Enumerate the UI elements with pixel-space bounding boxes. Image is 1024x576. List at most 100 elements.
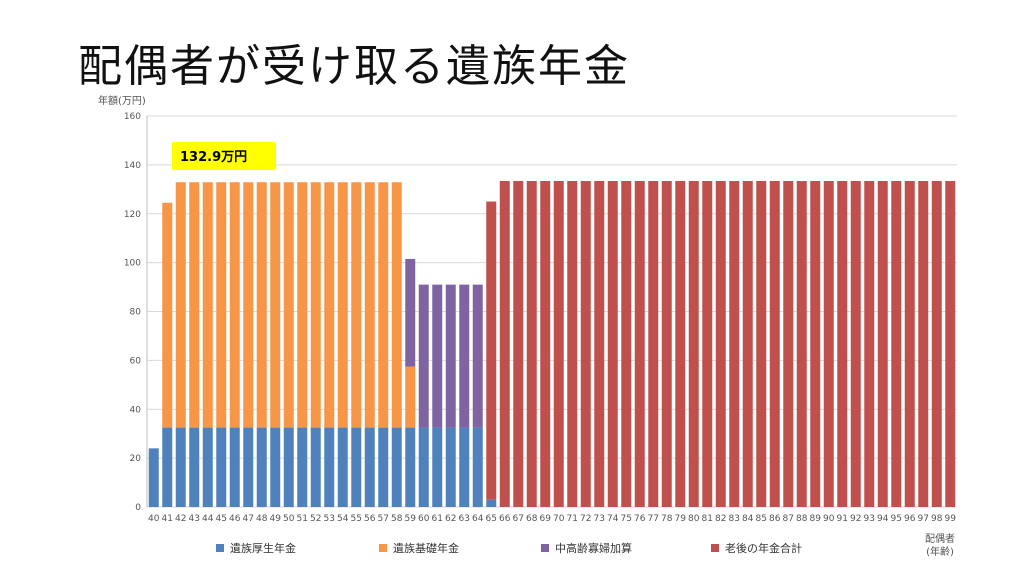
legend-label: 老後の年金合計 xyxy=(725,541,802,555)
bar-segment xyxy=(580,181,591,507)
bar-segment xyxy=(877,181,888,507)
x-tick-label: 54 xyxy=(337,514,349,524)
bar-segment xyxy=(310,427,321,507)
bar-segment xyxy=(783,181,794,507)
bar-segment xyxy=(594,181,605,507)
bar-segment xyxy=(553,181,564,507)
x-tick-label: 80 xyxy=(688,514,700,524)
callout-background xyxy=(172,142,276,170)
bar-segment xyxy=(445,427,456,507)
y-tick-label: 160 xyxy=(124,112,141,122)
bar-segment xyxy=(243,427,254,507)
y-axis-label: 年額(万円) xyxy=(98,94,146,107)
x-tick-label: 62 xyxy=(445,514,456,524)
bar-segment xyxy=(418,284,429,428)
x-tick-label: 56 xyxy=(364,514,376,524)
y-tick-label: 60 xyxy=(130,356,142,366)
x-tick-label: 58 xyxy=(391,514,403,524)
bar-segment xyxy=(904,181,915,507)
bar-segment xyxy=(472,284,483,428)
x-tick-label: 64 xyxy=(472,514,484,524)
x-tick-label: 66 xyxy=(499,514,511,524)
x-tick-label: 74 xyxy=(607,514,619,524)
x-tick-label: 41 xyxy=(162,514,173,524)
bar-segment xyxy=(607,181,618,507)
x-tick-label: 86 xyxy=(769,514,781,524)
x-tick-label: 69 xyxy=(540,514,552,524)
bar-segment xyxy=(634,181,645,507)
legend-swatch xyxy=(216,544,224,552)
x-tick-label: 88 xyxy=(796,514,808,524)
legend-label: 中高齢寡婦加算 xyxy=(555,541,632,555)
x-tick-label: 48 xyxy=(256,514,268,524)
legend-swatch xyxy=(379,544,387,552)
bar-segment xyxy=(229,427,240,507)
bar-segment xyxy=(796,181,807,507)
x-tick-label: 72 xyxy=(580,514,591,524)
bar-segment xyxy=(648,181,659,507)
bar-segment xyxy=(162,427,173,507)
bar-segment xyxy=(283,182,294,428)
x-tick-label: 99 xyxy=(945,514,957,524)
bar-segment xyxy=(486,201,497,500)
bar-segment xyxy=(337,182,348,428)
chart-bars xyxy=(148,181,956,507)
callout-text: 132.9万円 xyxy=(180,150,247,165)
bar-segment xyxy=(270,182,281,428)
x-tick-label: 47 xyxy=(243,514,254,524)
x-tick-label: 96 xyxy=(904,514,916,524)
bar-segment xyxy=(729,181,740,507)
bar-segment xyxy=(850,181,861,507)
bar-segment xyxy=(405,258,416,367)
y-tick-label: 140 xyxy=(124,161,141,171)
x-tick-label: 43 xyxy=(189,514,200,524)
bar-segment xyxy=(661,181,672,507)
bar-segment xyxy=(540,181,551,507)
bar-segment xyxy=(189,182,200,428)
legend-swatch xyxy=(711,544,719,552)
bar-segment xyxy=(715,181,726,507)
x-tick-label: 60 xyxy=(418,514,430,524)
x-tick-label: 68 xyxy=(526,514,538,524)
x-tick-label: 77 xyxy=(648,514,659,524)
bar-segment xyxy=(864,181,875,507)
x-tick-label: 81 xyxy=(702,514,713,524)
x-tick-label: 92 xyxy=(850,514,861,524)
page-title: 配偶者が受け取る遺族年金 xyxy=(78,41,630,92)
bar-segment xyxy=(189,427,200,507)
bar-segment xyxy=(202,427,213,507)
bar-segment xyxy=(405,427,416,507)
bar-segment xyxy=(418,427,429,507)
chart-legend: 遺族厚生年金 遺族基礎年金 中高齢寡婦加算 老後の年金合計 xyxy=(216,541,802,555)
bar-segment xyxy=(256,182,267,428)
bar-segment xyxy=(202,182,213,428)
x-axis-label-line1: 配偶者 xyxy=(925,532,955,545)
bar-segment xyxy=(823,181,834,507)
bar-segment xyxy=(945,181,956,507)
x-axis-ticks: 40 41 42 43 44 45 46 47 48 49 50 51 52 53 54 55 56 57 58 59… xyxy=(148,514,956,524)
x-tick-label: 85 xyxy=(756,514,767,524)
bar-segment xyxy=(405,366,416,428)
bar-segment xyxy=(391,427,402,507)
bar-segment xyxy=(472,427,483,507)
x-tick-label: 61 xyxy=(432,514,443,524)
y-tick-label: 100 xyxy=(124,259,141,269)
bar-segment xyxy=(567,181,578,507)
x-tick-label: 93 xyxy=(864,514,875,524)
bar-segment xyxy=(769,181,780,507)
x-tick-label: 78 xyxy=(661,514,673,524)
x-tick-label: 71 xyxy=(567,514,578,524)
bar-segment xyxy=(337,427,348,507)
x-tick-label: 46 xyxy=(229,514,241,524)
x-axis-label-line2: (年齢) xyxy=(926,545,954,558)
bar-segment xyxy=(756,181,767,507)
x-tick-label: 49 xyxy=(270,514,282,524)
x-tick-label: 89 xyxy=(810,514,822,524)
bar-segment xyxy=(243,182,254,428)
x-tick-label: 95 xyxy=(891,514,902,524)
x-tick-label: 82 xyxy=(715,514,726,524)
y-tick-label: 80 xyxy=(130,308,142,318)
bar-segment xyxy=(256,427,267,507)
x-tick-label: 70 xyxy=(553,514,565,524)
chart-gridlines xyxy=(146,115,957,508)
